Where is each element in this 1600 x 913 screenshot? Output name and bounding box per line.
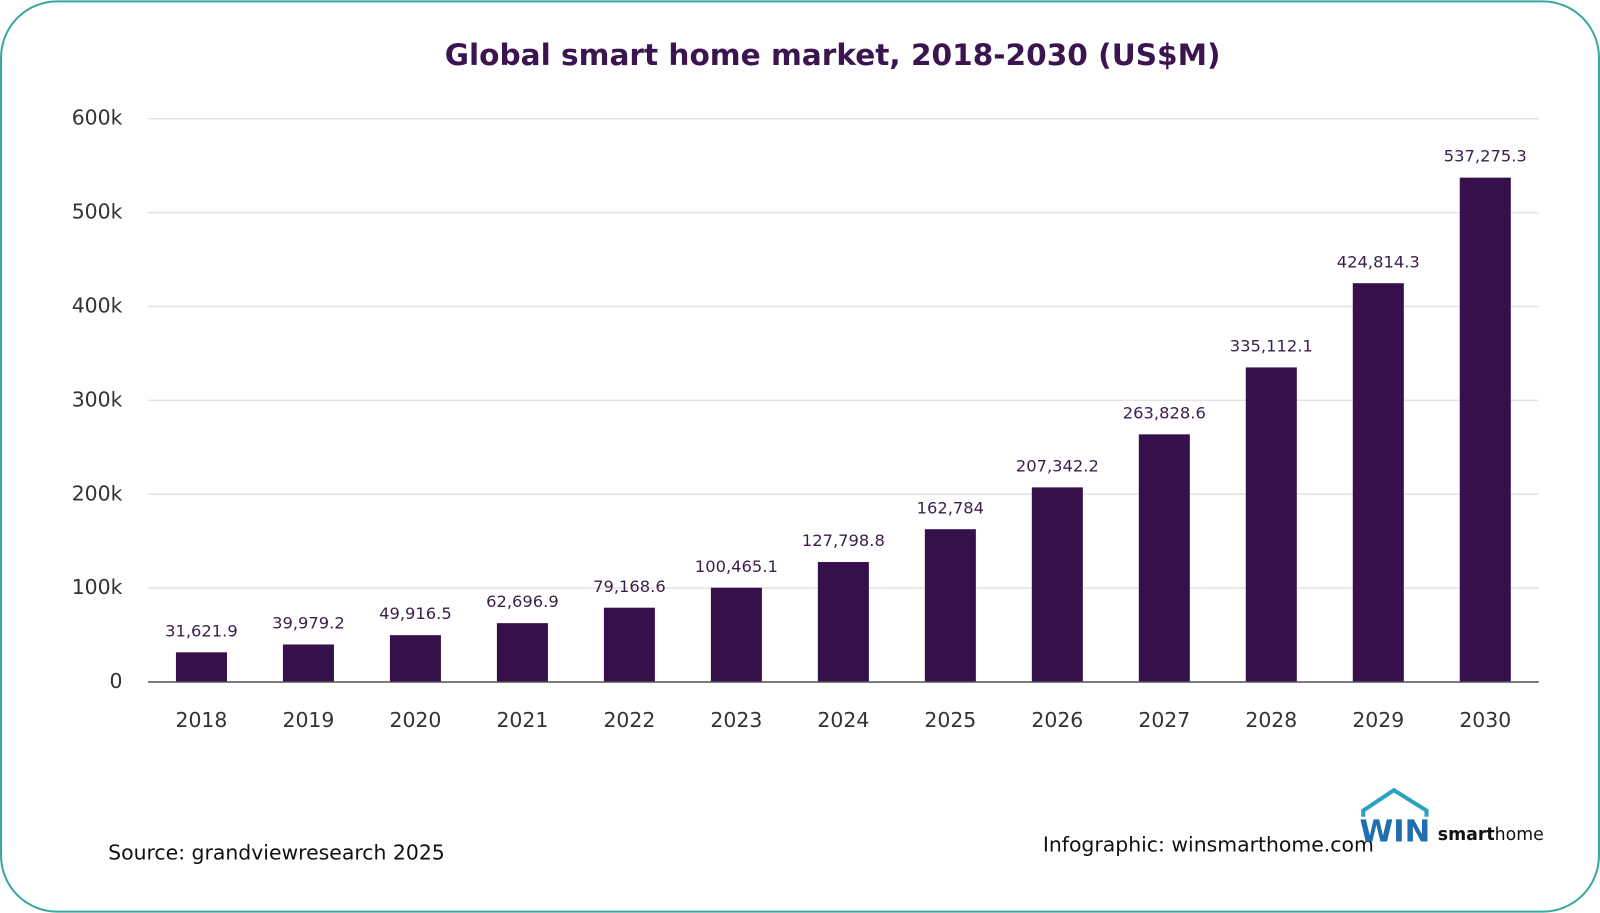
x-tick-label: 2025 xyxy=(924,708,976,732)
bar xyxy=(817,562,869,683)
x-tick-label: 2018 xyxy=(175,708,227,732)
value-label: 100,465.1 xyxy=(695,557,778,576)
value-label: 335,112.1 xyxy=(1230,337,1313,356)
bar xyxy=(1352,283,1404,683)
value-label: 162,784 xyxy=(917,498,984,517)
bar xyxy=(1245,367,1297,683)
bar xyxy=(710,587,762,683)
value-label: 49,916.5 xyxy=(379,604,452,623)
bar xyxy=(1459,177,1511,683)
y-tick-label: 200k xyxy=(72,481,123,505)
y-tick-label: 600k xyxy=(72,106,123,130)
value-label: 263,828.6 xyxy=(1123,403,1206,422)
x-tick-label: 2019 xyxy=(282,708,334,732)
bar xyxy=(389,635,441,683)
logo-brand-rest: home xyxy=(1495,825,1544,845)
bar xyxy=(924,529,976,683)
y-tick-label: 100k xyxy=(72,575,123,599)
bar xyxy=(1138,434,1190,683)
value-label: 537,275.3 xyxy=(1444,147,1527,166)
logo: WIN smarthome xyxy=(1360,787,1544,850)
credit: Infographic: winsmarthome.com xyxy=(1043,832,1374,856)
x-tick-label: 2026 xyxy=(1031,708,1083,732)
logo-roof xyxy=(1361,787,1429,817)
source: Source: grandviewresearch 2025 xyxy=(108,840,445,864)
y-tick-label: 300k xyxy=(72,387,123,411)
value-label: 127,798.8 xyxy=(802,531,885,550)
y-tick-label: 500k xyxy=(72,200,123,224)
value-label: 424,814.3 xyxy=(1337,252,1420,271)
x-tick-label: 2027 xyxy=(1138,708,1190,732)
x-tick-label: 2022 xyxy=(603,708,655,732)
x-tick-label: 2023 xyxy=(710,708,762,732)
x-tick-label: 2020 xyxy=(389,708,441,732)
bar xyxy=(1031,487,1083,683)
bar xyxy=(282,644,334,683)
x-tick-label: 2024 xyxy=(817,708,869,732)
value-label: 62,696.9 xyxy=(486,592,559,611)
y-tick-label: 400k xyxy=(72,293,123,317)
x-tick-label: 2030 xyxy=(1459,708,1511,732)
value-label: 79,168.6 xyxy=(593,577,666,596)
value-label: 31,621.9 xyxy=(165,621,238,640)
value-label: 39,979.2 xyxy=(272,614,345,633)
logo-initials: WIN xyxy=(1360,815,1431,850)
logo-brand: smarthome xyxy=(1438,825,1544,845)
y-tick-label: 0 xyxy=(109,669,122,693)
value-label: 207,342.2 xyxy=(1016,456,1099,475)
bar xyxy=(496,623,548,683)
x-tick-label: 2029 xyxy=(1352,708,1404,732)
bar xyxy=(603,607,655,683)
chart-title: Global smart home market, 2018-2030 (US$… xyxy=(445,38,1221,72)
logo-brand-bold: smart xyxy=(1438,825,1495,845)
x-tick-label: 2021 xyxy=(496,708,548,732)
bar xyxy=(175,652,227,683)
x-tick-label: 2028 xyxy=(1245,708,1297,732)
